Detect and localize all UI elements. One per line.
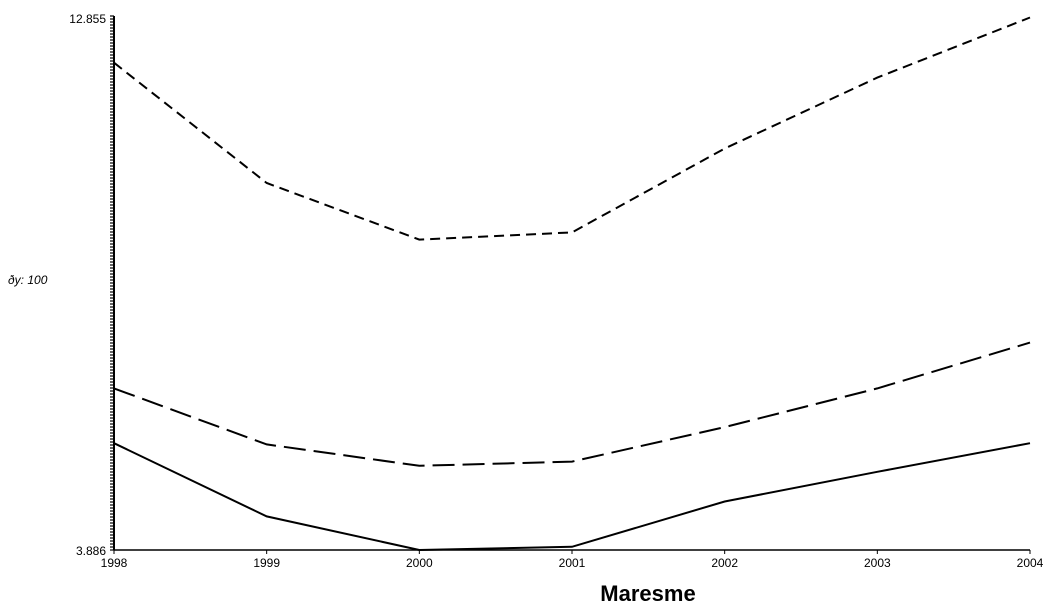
x-tick-label-2003: 2003 [864,556,891,570]
y-tick-label-min: 3.886 [76,544,106,558]
chart-title: Maresme [600,581,695,606]
axes-group [110,15,1031,554]
x-tick-label-2000: 2000 [406,556,433,570]
x-tick-labels: 1998 1999 2000 2001 2002 2003 2004 [101,556,1044,570]
series-line-1 [113,16,1031,241]
x-tick-label-1998: 1998 [101,556,128,570]
series-group [113,16,1031,552]
series-line-3 [113,442,1031,552]
series-line-2 [113,341,1031,467]
x-tick-label-2004: 2004 [1017,556,1044,570]
x-tick-label-2001: 2001 [559,556,586,570]
y-tick-label-max: 12.855 [69,12,106,26]
y-axis-label: ðy: 100 [8,273,48,287]
x-tick-label-1999: 1999 [253,556,280,570]
x-tick-label-2002: 2002 [711,556,738,570]
